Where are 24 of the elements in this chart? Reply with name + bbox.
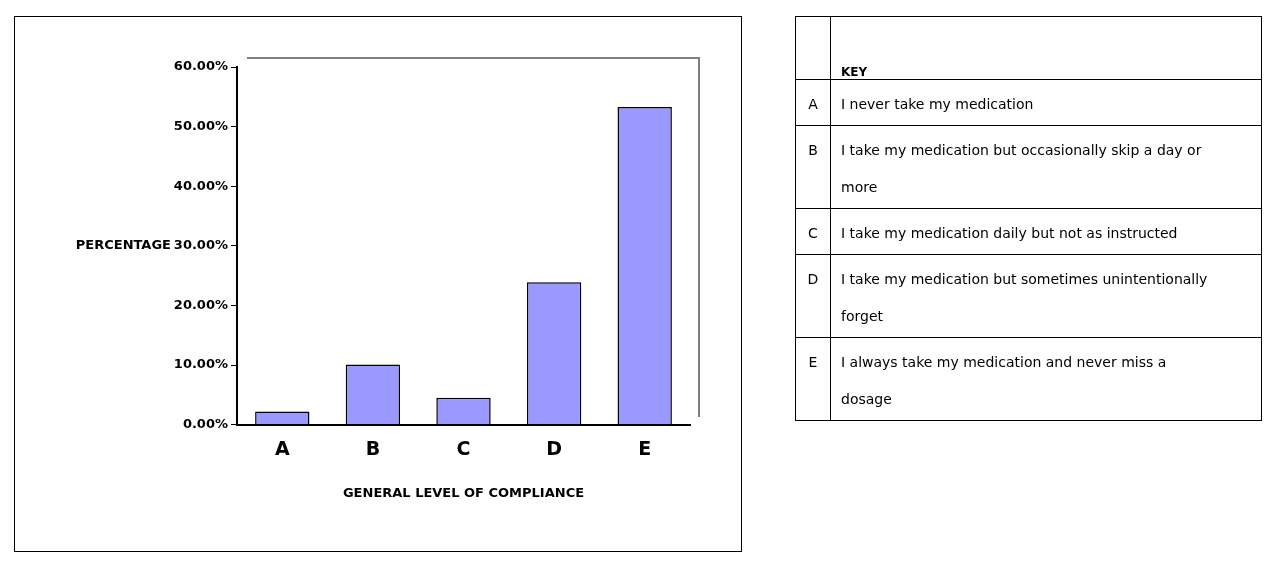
text: KEY: [830, 16, 1262, 80]
y-tick-label: 60.00%: [173, 58, 228, 74]
category-label: C: [795, 208, 831, 255]
y-tick-label: 10.00%: [173, 356, 228, 372]
y-tick-label: 50.00%: [173, 117, 228, 133]
category-label: B: [795, 125, 831, 209]
text: I take my medication but sometimes unintentionally forget: [841, 271, 1208, 324]
y-tick-label: 0.00%: [182, 415, 228, 431]
x-tick-label: A: [274, 436, 290, 459]
category-label: D: [795, 254, 831, 338]
text: I take my medication but occasionally skip a day or more: [841, 142, 1202, 195]
x-axis-title: GENERAL LEVEL OF COMPLIANCE: [342, 484, 585, 500]
x-tick-label: D: [546, 436, 562, 459]
text: I never take my medication: [830, 79, 1262, 126]
x-tick-label: E: [638, 436, 652, 459]
x-tick-label: C: [456, 436, 471, 459]
x-tick-label: B: [365, 436, 381, 459]
y-tick-label: 30.00%: [173, 237, 228, 253]
y-axis-title: PERCENTAGE: [75, 237, 171, 253]
text: I take my medication daily but not as instructed: [830, 208, 1262, 255]
y-tick-label: 40.00%: [173, 177, 228, 193]
text: I always take my medication and never miss a dosage: [841, 354, 1167, 407]
y-tick-label: 20.00%: [173, 296, 228, 312]
category-label: A: [795, 79, 831, 126]
